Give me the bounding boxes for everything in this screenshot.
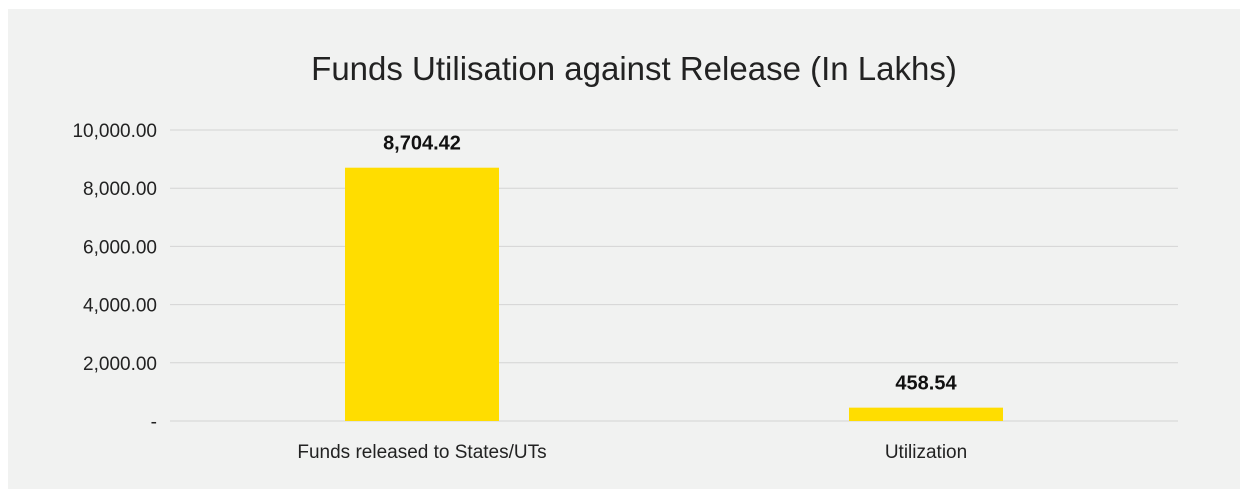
x-axis-labels: Funds released to States/UTs Utilization [297,442,967,463]
chart-card [8,9,1240,489]
y-tick-label: 8,000.00 [83,179,157,200]
bar-value-label: 458.54 [895,373,957,395]
category-label: Utilization [885,442,967,463]
gridlines [170,129,1178,422]
bar [849,407,1003,421]
category-label: Funds released to States/UTs [297,442,546,463]
y-axis-labels: - 2,000.00 4,000.00 6,000.00 8,000.00 10,000.… [72,121,157,433]
y-tick-label: 2,000.00 [83,354,157,375]
chart-title: Funds Utilisation against Release (In La… [311,50,957,87]
y-tick-label: - [151,412,157,433]
bar-value-label: 8,704.42 [383,133,461,155]
data-labels: 8,704.42 458.54 [383,133,957,395]
y-tick-label: 4,000.00 [83,296,157,317]
bars [345,167,1003,421]
y-tick-label: 10,000.00 [72,121,157,142]
y-tick-label: 6,000.00 [83,237,157,258]
bar [345,167,499,421]
